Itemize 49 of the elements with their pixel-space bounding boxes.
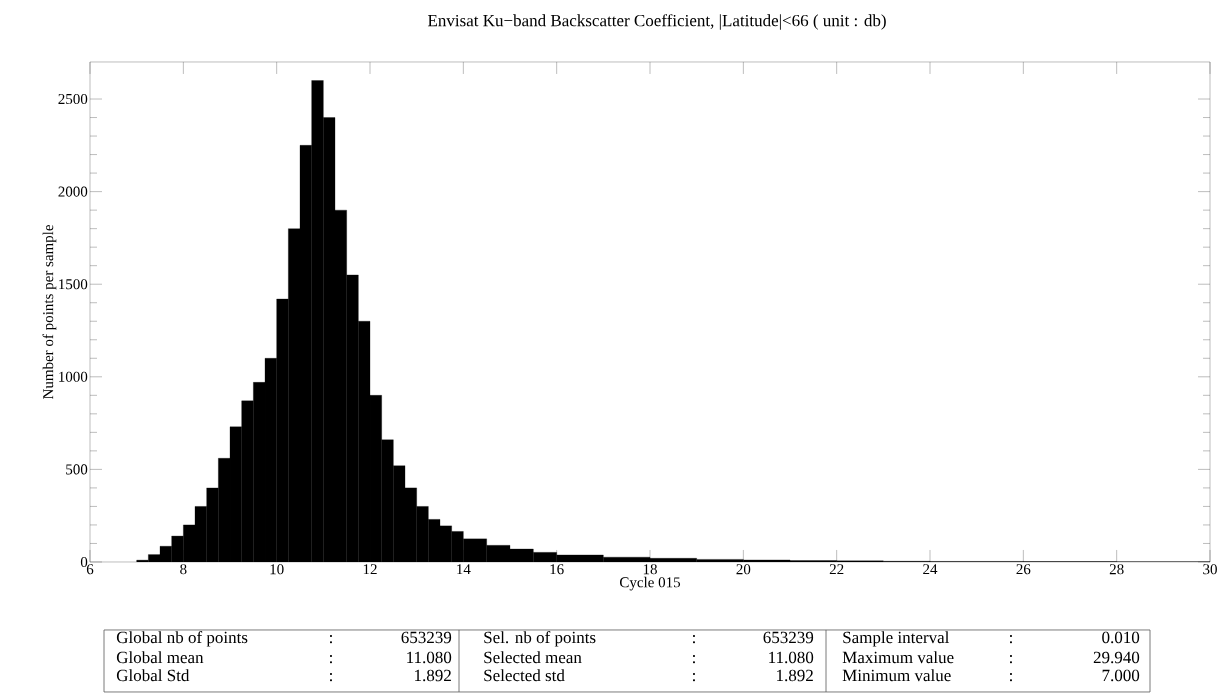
x-tick-label: 12: [363, 564, 377, 575]
text: Global Std: [116, 669, 190, 682]
x-tick-label: 30: [1203, 564, 1217, 575]
text: :: [329, 635, 332, 644]
text: :: [329, 655, 332, 664]
text: Global nb of points: [116, 631, 248, 647]
x-tick-label: 18: [643, 564, 657, 575]
text: 7.000: [1102, 669, 1140, 682]
text: Sample interval: [843, 631, 950, 647]
text: 1.892: [777, 669, 813, 682]
text: :: [692, 673, 695, 682]
text: :: [1009, 655, 1012, 664]
y-tick-label: 1500: [59, 279, 88, 290]
text: 653239: [763, 631, 814, 644]
y-tick-label: 2000: [58, 186, 88, 197]
x-tick-label: 16: [550, 564, 564, 575]
y-tick-label: 2500: [58, 93, 88, 105]
x-tick-label: 8: [180, 564, 187, 575]
x-tick-label: 14: [457, 564, 471, 575]
x-tick-label: 26: [1016, 564, 1031, 575]
text: Sel. nb of points: [484, 631, 596, 647]
text: 1.892: [415, 669, 451, 682]
x-tick-label: 22: [829, 564, 844, 575]
x-tick-label: 28: [1109, 564, 1124, 575]
x-tick-label: 24: [923, 564, 938, 575]
y-tick-label: 0: [80, 556, 88, 568]
y-tick-label: 1000: [59, 371, 88, 382]
text: :: [329, 673, 332, 682]
chart-title: Envisat Ku−band Backscatter Coefficient, |Latitude|<66 ( unit : db): [427, 14, 886, 30]
y-axis-title: Number of points per sample: [42, 225, 57, 400]
text: :: [1009, 635, 1012, 644]
text: :: [692, 655, 695, 664]
text: 0.010: [1102, 631, 1140, 644]
text: Minimum value: [842, 669, 951, 682]
text: 29.940: [1093, 651, 1140, 664]
text: 653239: [401, 631, 452, 644]
x-tick-label: 20: [736, 564, 751, 575]
text: 11.080: [769, 651, 814, 664]
text: :: [692, 635, 695, 644]
text: Maximum value: [842, 651, 954, 664]
y-tick-label: 500: [66, 464, 88, 475]
text: Selected mean: [484, 651, 582, 664]
text: :: [1009, 673, 1012, 682]
x-tick-label: 10: [270, 564, 284, 575]
x-axis-title: Cycle 015: [620, 576, 681, 591]
text: 11.080: [407, 651, 452, 664]
text: Selected std: [484, 669, 565, 682]
text: Global mean: [116, 651, 204, 664]
x-tick-label: 6: [86, 564, 94, 575]
